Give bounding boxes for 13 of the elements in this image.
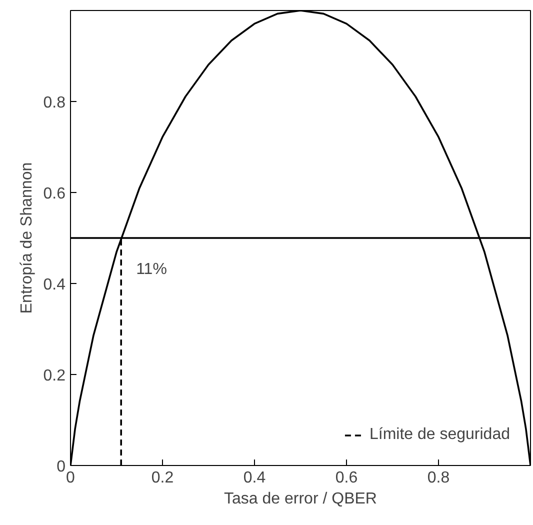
y-axis-title: Entropía de Shannon: [18, 162, 36, 314]
y-tick-label: 0.6: [43, 186, 66, 202]
x-tick-label: 0.6: [335, 470, 358, 486]
y-tick-label: 0.2: [43, 368, 66, 384]
x-axis-title: Tasa de error / QBER: [224, 490, 377, 508]
x-tick-label: 0.2: [151, 470, 174, 486]
x-tick-label: 0.8: [427, 470, 450, 486]
legend-label: Límite de seguridad: [369, 426, 510, 444]
x-tick-label: 0.4: [243, 470, 266, 486]
annotation: 11%: [136, 261, 167, 278]
y-tick-label: 0: [56, 458, 66, 476]
y-tick-label: 0.8: [43, 94, 66, 112]
y-tick-label: 0.4: [43, 276, 66, 294]
